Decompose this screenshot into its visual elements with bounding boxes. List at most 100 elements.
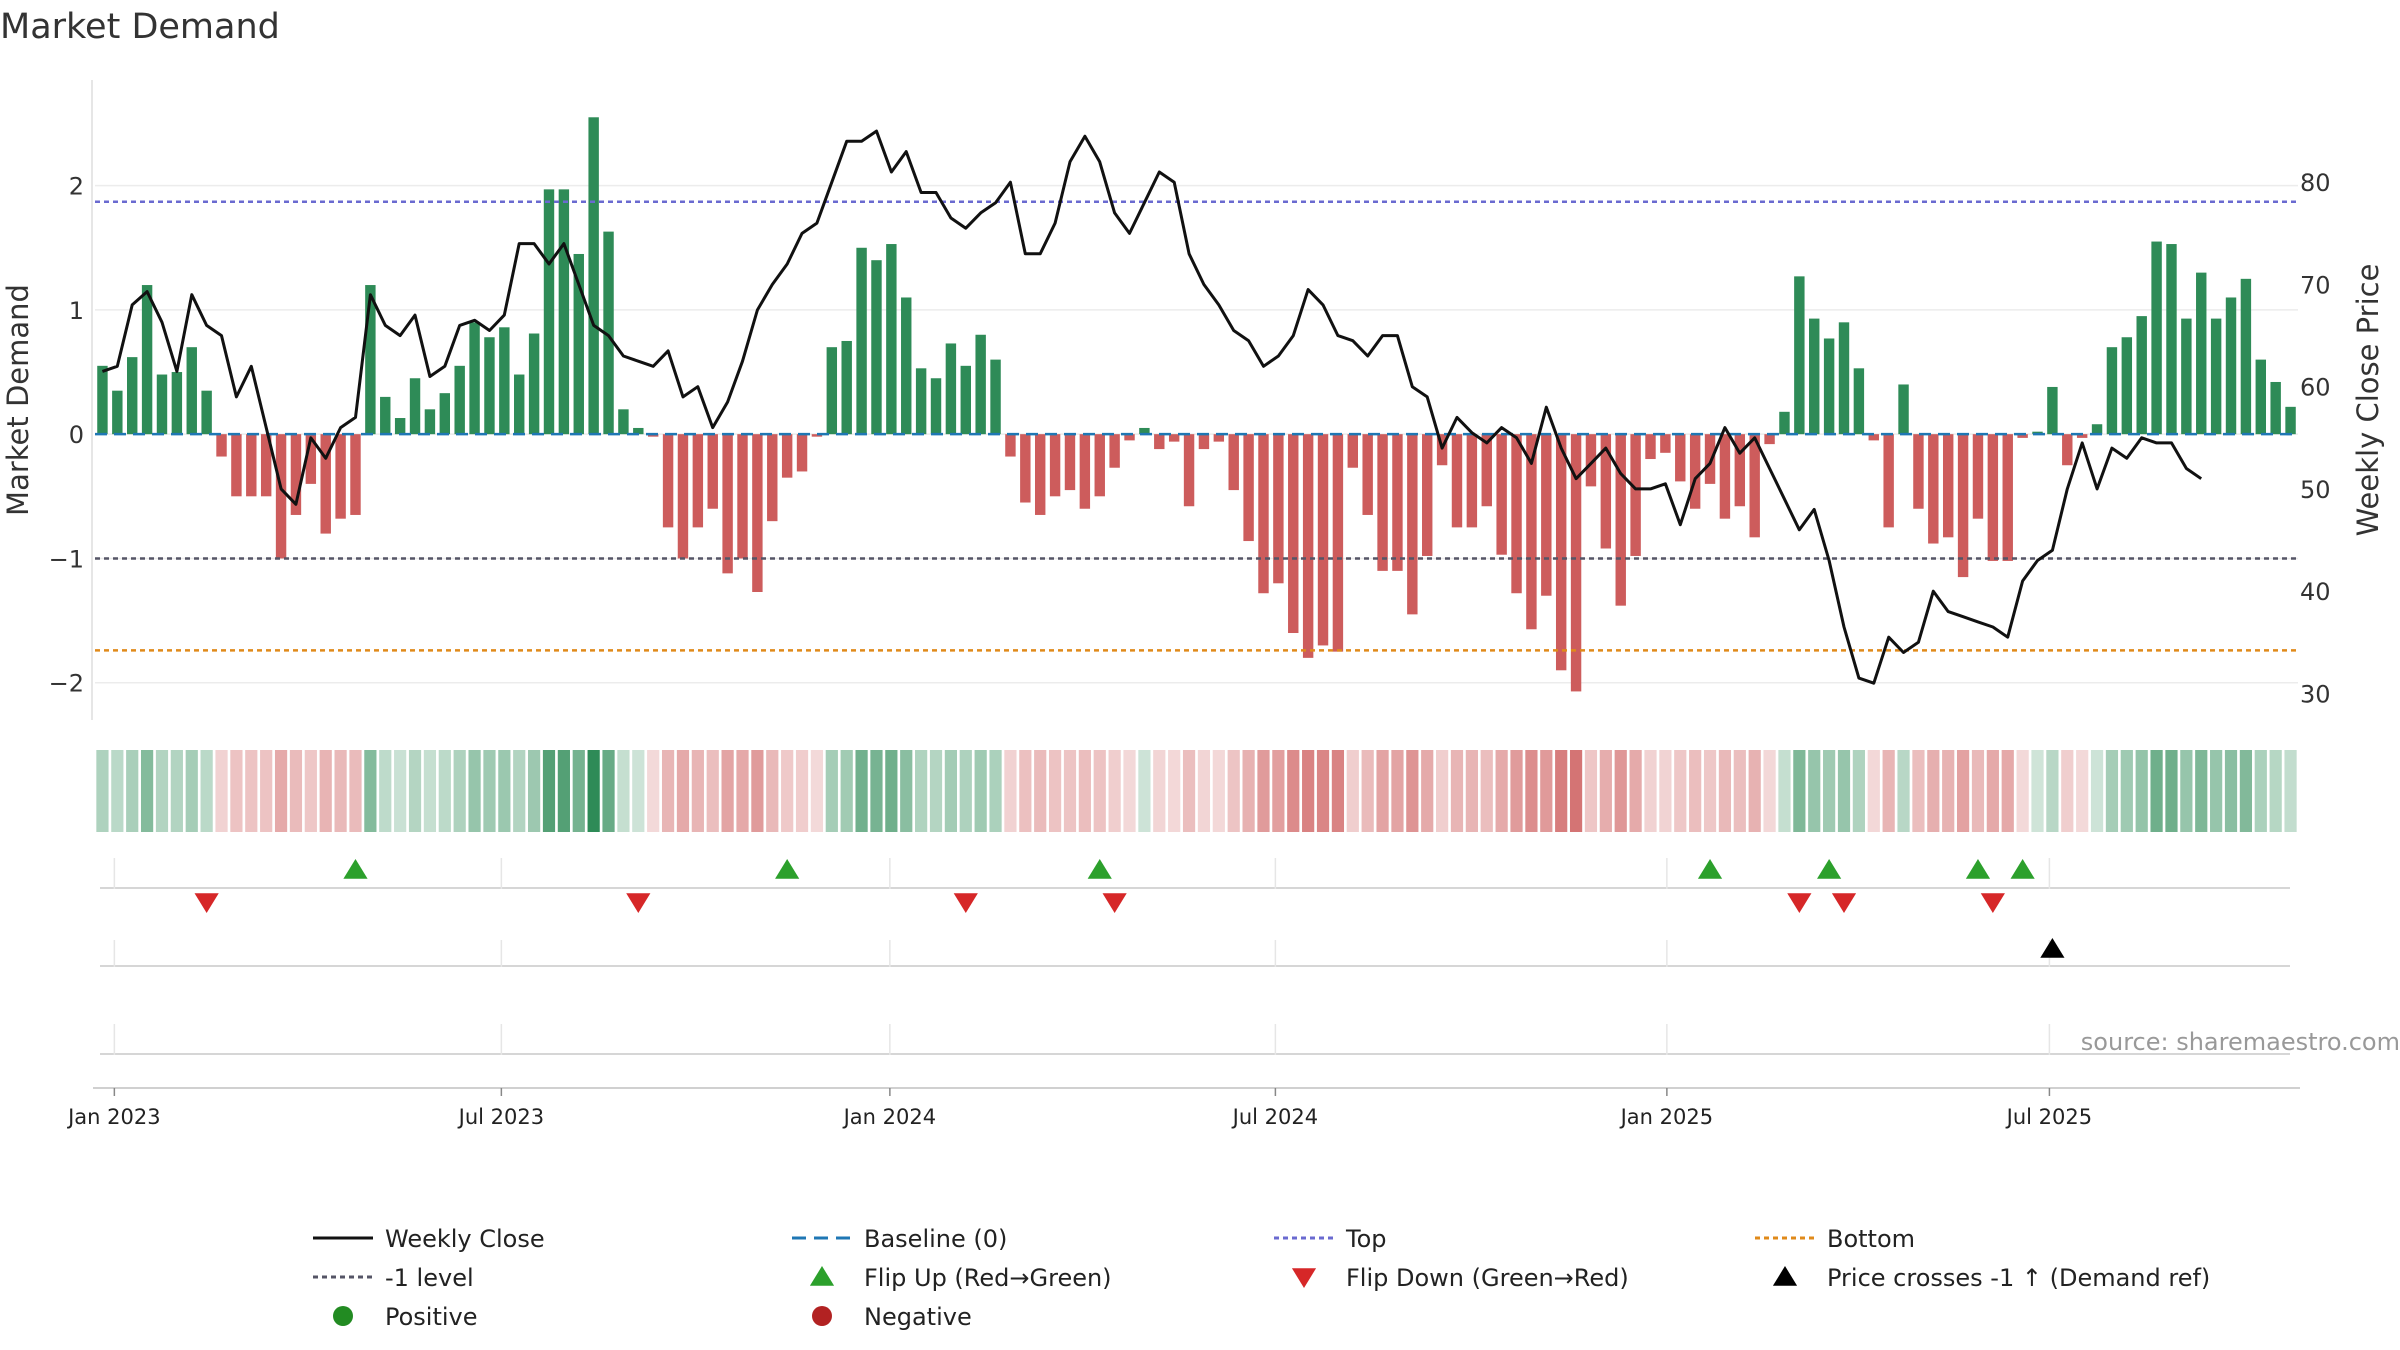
heat-cell <box>2061 750 2074 832</box>
heat-cell <box>1346 750 1359 832</box>
x-tick-label: Jul 2023 <box>457 1105 544 1129</box>
demand-bar <box>201 390 212 435</box>
heat-cell <box>885 750 898 832</box>
heat-cell <box>126 750 139 832</box>
heat-cell <box>2120 750 2133 832</box>
flip-down-marker <box>1980 893 2005 913</box>
heat-cell <box>1837 750 1851 832</box>
demand-bar <box>1407 434 1418 615</box>
heat-cell <box>1897 750 1910 832</box>
demand-bar <box>692 434 704 528</box>
heat-cell <box>1971 750 1985 832</box>
legend-label: Weekly Close <box>385 1225 545 1253</box>
y-ticks-layer: 2 1 0 −1 −2 80 70 60 50 40 30 <box>49 169 2331 708</box>
heat-cell <box>2090 750 2104 832</box>
demand-bar <box>2047 386 2058 435</box>
heat-cell <box>1078 750 1091 832</box>
flip-down-marker <box>1102 893 1127 913</box>
heat-cell <box>319 750 332 832</box>
heat-cell <box>721 750 734 832</box>
heat-cell <box>513 750 526 832</box>
demand-bar <box>1630 434 1641 556</box>
heat-cell <box>542 750 556 832</box>
heat-cell <box>1956 750 1970 832</box>
demand-bar <box>1377 434 1388 571</box>
demand-bar <box>1615 434 1626 606</box>
demand-bar <box>1243 434 1254 542</box>
heat-cell <box>1093 750 1106 832</box>
demand-bar <box>320 434 331 534</box>
demand-bar <box>216 434 227 457</box>
heat-cell <box>1614 750 1627 832</box>
demand-bar <box>2166 244 2177 435</box>
demand-bar <box>1109 434 1120 468</box>
demand-bar <box>990 359 1001 435</box>
legend-swatch-marker <box>1772 1266 1798 1286</box>
demand-bar <box>1987 434 1999 561</box>
heat-cell <box>1748 750 1761 832</box>
heat-cell <box>766 750 779 832</box>
y2-tick-label: 80 <box>2300 169 2331 197</box>
demand-bar <box>722 434 733 574</box>
demand-bar <box>1451 434 1463 528</box>
heat-cell <box>1168 750 1181 832</box>
demand-bar <box>2181 318 2192 435</box>
demand-bar <box>1124 434 1135 441</box>
demand-bar <box>141 285 153 435</box>
demand-bar <box>2017 434 2028 438</box>
chart-title: Market Demand <box>0 7 280 47</box>
weekly-close-layer <box>101 129 2203 685</box>
flip-up-marker <box>1965 859 1991 879</box>
demand-bar <box>2285 406 2296 435</box>
heat-cell <box>111 750 124 832</box>
heat-cell <box>185 750 198 832</box>
heat-cell <box>304 750 317 832</box>
demand-bar <box>2240 278 2252 435</box>
demand-bar <box>1094 434 1105 497</box>
heat-cell <box>2031 750 2044 832</box>
demand-bar <box>2076 434 2088 438</box>
legend-swatch-marker <box>1291 1268 1317 1288</box>
heat-cell <box>1063 750 1077 832</box>
heat-cell <box>2076 750 2089 832</box>
demand-bar <box>1868 434 1879 441</box>
demand-bar <box>1168 434 1180 442</box>
heat-cell <box>1823 750 1836 832</box>
demand-bar <box>499 327 510 435</box>
heat-cell <box>1331 750 1345 832</box>
flip-up-marker <box>775 859 800 879</box>
heat-cell <box>1659 750 1672 832</box>
demand-bar <box>394 418 406 435</box>
heat-cell <box>289 750 303 832</box>
heat-cell <box>989 750 1002 832</box>
heat-cell <box>1406 750 1419 832</box>
demand-bar <box>1481 434 1492 507</box>
heat-cell <box>423 750 437 832</box>
demand-bar <box>380 396 391 435</box>
heat-cell <box>691 750 704 832</box>
legend-item: Bottom <box>1755 1225 1915 1253</box>
heat-cell <box>1882 750 1895 832</box>
demand-bar <box>573 253 584 435</box>
heat-cell <box>661 750 675 832</box>
heat-cell <box>2254 750 2267 832</box>
heat-cell <box>215 750 228 832</box>
heat-cell <box>1867 750 1880 832</box>
demand-bar <box>260 434 272 497</box>
demand-bar <box>1764 434 1775 445</box>
legend-swatch-marker <box>812 1306 832 1326</box>
heat-cell <box>1852 750 1865 832</box>
legend-label: Negative <box>864 1303 972 1331</box>
demand-bar <box>1317 434 1329 646</box>
demand-bar <box>1302 434 1314 658</box>
heat-cell <box>2135 750 2148 832</box>
demand-bar <box>662 434 674 528</box>
demand-bar <box>2270 381 2281 435</box>
heat-cell <box>260 750 273 832</box>
legend-item: Weekly Close <box>313 1225 545 1253</box>
heat-cell <box>1912 750 1925 832</box>
demand-bar <box>930 378 942 435</box>
heat-cell <box>1986 750 1999 832</box>
demand-bar <box>1064 434 1076 491</box>
heat-cell <box>557 750 570 832</box>
